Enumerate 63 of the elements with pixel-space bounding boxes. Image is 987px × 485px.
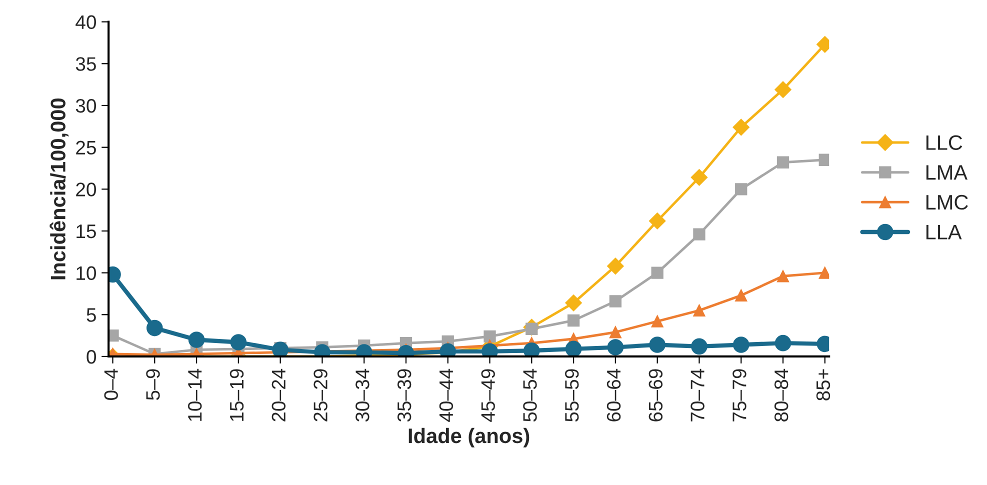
y-tick-label: 40 xyxy=(76,15,96,30)
x-tick-label: 45–49 xyxy=(481,369,495,422)
x-tick-label: 50–54 xyxy=(523,368,537,422)
y-axis-title: Incidência/100,000 xyxy=(50,98,68,280)
x-tick-label: 10–14 xyxy=(188,368,202,421)
y-tick-label: 15 xyxy=(76,224,96,238)
point xyxy=(607,339,624,356)
point xyxy=(774,334,792,352)
x-tick-label: 60–64 xyxy=(606,368,621,422)
y-tick-label: 5 xyxy=(86,308,96,322)
y-tick-label: 10 xyxy=(76,266,96,280)
point xyxy=(565,340,582,356)
point xyxy=(649,336,666,353)
x-tick-label: 85+ xyxy=(816,369,830,400)
x-tick-label: 65–69 xyxy=(648,369,663,422)
point xyxy=(690,169,708,186)
x-tick-label: 70–74 xyxy=(690,368,704,422)
point xyxy=(188,332,205,348)
point xyxy=(774,81,792,98)
point xyxy=(524,342,540,356)
x-tick-label: 35–39 xyxy=(397,369,412,422)
legend-label: LMA xyxy=(926,165,968,180)
point xyxy=(607,258,624,274)
y-tick-label: 30 xyxy=(76,98,96,113)
x-tick-label: 75–79 xyxy=(732,369,746,422)
point xyxy=(732,118,750,136)
point xyxy=(818,266,830,279)
y-tick-label: 35 xyxy=(76,57,96,71)
point xyxy=(146,320,163,336)
point xyxy=(776,156,790,168)
point xyxy=(732,336,750,353)
x-tick-label: 25–29 xyxy=(314,369,328,422)
x-tick-label: 20–24 xyxy=(272,368,286,422)
point xyxy=(609,295,622,308)
point xyxy=(565,294,582,312)
point xyxy=(651,266,664,279)
point xyxy=(735,183,748,196)
x-tick-label: 0–4 xyxy=(104,368,118,400)
x-tick-label: 30–34 xyxy=(356,368,370,422)
point xyxy=(230,334,247,350)
point xyxy=(735,289,748,302)
point xyxy=(691,338,708,355)
point xyxy=(651,315,664,328)
point xyxy=(693,228,706,240)
point xyxy=(818,154,830,166)
point xyxy=(693,304,706,317)
x-tick-label: 15–19 xyxy=(230,369,244,421)
point xyxy=(609,326,622,338)
y-tick-label: 20 xyxy=(76,182,96,196)
x-tick-label: 55–59 xyxy=(565,369,579,422)
point xyxy=(484,330,496,342)
point xyxy=(567,314,580,327)
x-axis-title: Idade (anos) xyxy=(408,428,530,448)
legend-label: LLC xyxy=(926,135,962,150)
x-tick-label: 80–84 xyxy=(774,368,788,422)
y-tick-label: 25 xyxy=(76,140,96,155)
y-tick-label: 0 xyxy=(86,350,96,364)
legend-label: LLA xyxy=(926,224,962,240)
point xyxy=(648,212,666,230)
x-tick-label: 5–9 xyxy=(146,369,160,400)
x-tick-label: 40–44 xyxy=(439,368,454,422)
point xyxy=(776,270,790,282)
legend-label: LMC xyxy=(926,194,968,210)
